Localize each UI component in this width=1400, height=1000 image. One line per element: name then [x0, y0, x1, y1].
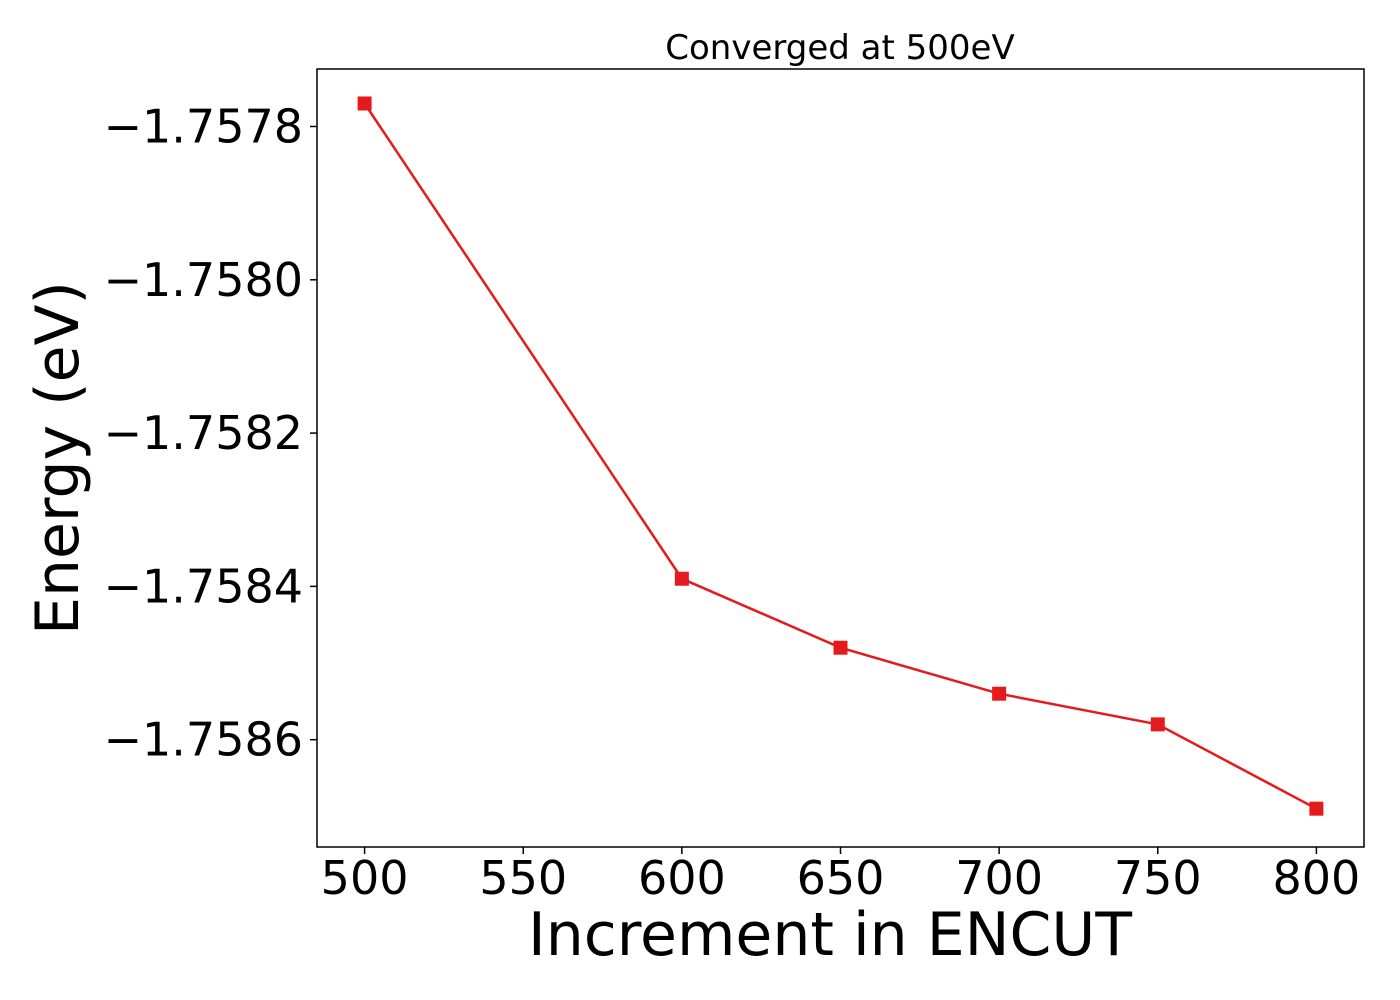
series-line: [363, 102, 1317, 810]
y-tick-label: −1.7582: [104, 406, 304, 460]
data-point: [1309, 801, 1324, 816]
x-tick-label: 700: [955, 851, 1043, 905]
tick-group: 500 550 600 650 700 750 800 −1.7578 −1.7580 −1.75…: [104, 99, 1361, 905]
data-point: [674, 571, 689, 586]
y-axis-label: Energy (eV): [23, 281, 93, 635]
data-point: [833, 640, 848, 655]
y-tick-label: −1.7578: [104, 99, 304, 153]
y-tick-label: −1.7580: [104, 253, 304, 307]
x-tick-label: 750: [1114, 851, 1202, 905]
x-tick-label: 600: [638, 851, 726, 905]
x-tick-label: 500: [321, 851, 409, 905]
y-tick-label: −1.7584: [104, 559, 304, 613]
x-tick-label: 650: [797, 851, 885, 905]
series-group: [357, 96, 1324, 816]
x-tick-label: 800: [1273, 851, 1361, 905]
x-axis-label: Increment in ENCUT: [528, 900, 1132, 970]
x-tick-label: 550: [479, 851, 567, 905]
y-tick-label: −1.7586: [104, 713, 304, 767]
chart-title: Converged at 500eV: [665, 28, 1014, 68]
plot-frame: [316, 68, 1365, 848]
data-point: [1150, 717, 1165, 732]
data-point: [357, 96, 372, 111]
data-point: [992, 686, 1007, 701]
